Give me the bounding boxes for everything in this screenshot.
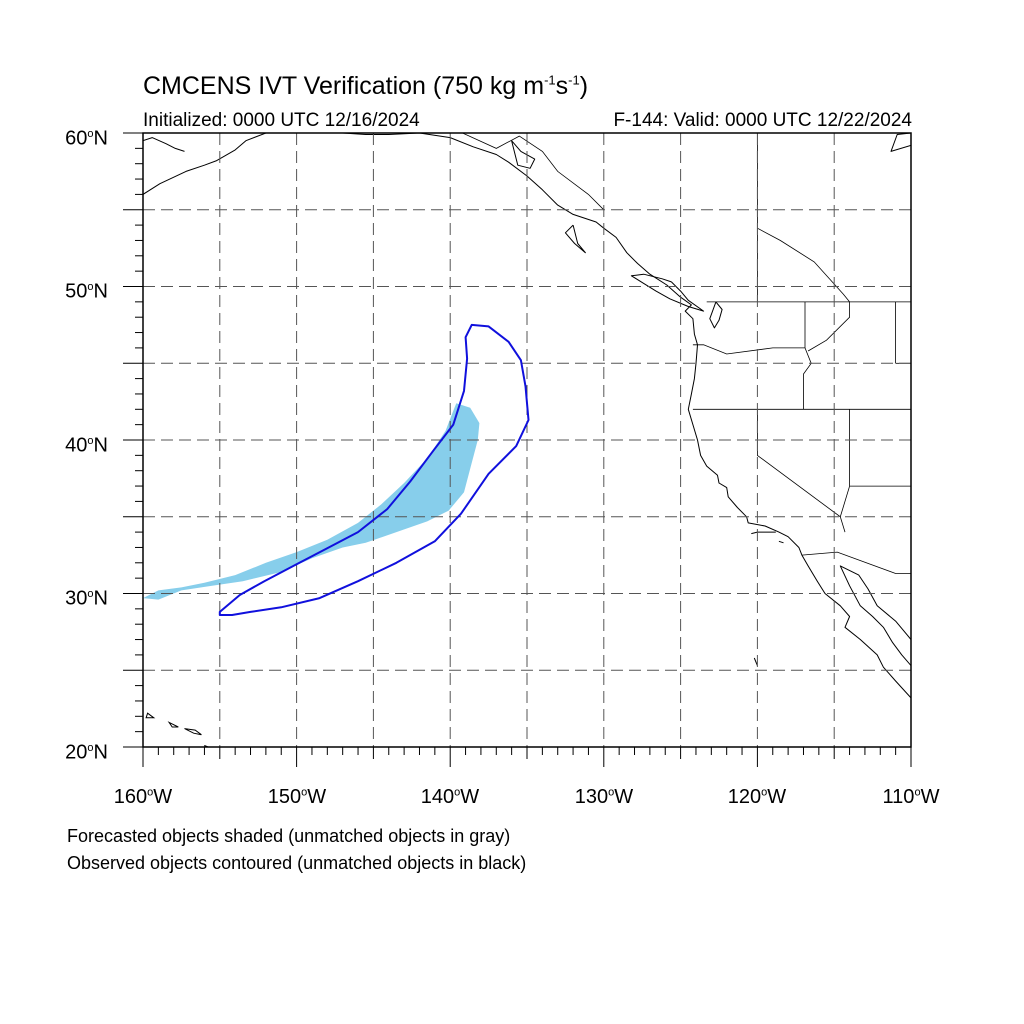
coastline <box>143 137 185 152</box>
political-border <box>757 227 850 303</box>
coastline <box>709 301 723 329</box>
lon-label-130w: 130oW <box>574 786 634 808</box>
chart-title: CMCENS IVT Verification (750 kg m-1s-1) <box>143 72 589 100</box>
lat-label-40n: 40oN <box>65 434 108 457</box>
coastline <box>564 224 586 254</box>
observed-object-contour <box>218 323 530 616</box>
coastline <box>511 140 536 169</box>
gridlines <box>143 133 911 747</box>
lon-label-150w: 150oW <box>267 786 327 808</box>
political-border <box>807 301 850 352</box>
political-border <box>801 551 911 574</box>
lat-label-20n: 20oN <box>65 741 108 764</box>
political-border <box>839 409 850 517</box>
legend-forecast-text: Forecasted objects shaded (unmatched obj… <box>67 826 511 846</box>
coastline <box>839 565 911 666</box>
lat-label-30n: 30oN <box>65 587 108 610</box>
lon-label-120w: 120oW <box>727 786 787 808</box>
coastline <box>890 133 911 152</box>
lat-label-50n: 50oN <box>65 280 108 303</box>
forecast-object-shading <box>143 403 480 600</box>
init-time-label: Initialized: 0000 UTC 12/16/2024 <box>143 110 420 131</box>
political-border <box>803 347 812 410</box>
forecast-layer <box>143 403 480 600</box>
coastline <box>751 531 776 535</box>
political-border <box>434 133 605 211</box>
geography-layer <box>143 133 911 747</box>
plot-frame <box>142 132 912 748</box>
coastline <box>143 133 267 195</box>
political-border <box>692 301 806 355</box>
island-outline <box>167 721 179 728</box>
lon-label-140w: 140oW <box>420 786 480 808</box>
observed-layer <box>218 323 530 616</box>
lon-label-160w: 160oW <box>113 786 173 808</box>
axis-ticks <box>123 132 912 767</box>
coastline <box>778 540 784 544</box>
coastline <box>342 133 911 699</box>
coastline <box>630 273 705 312</box>
legend-observed-text: Observed objects contoured (unmatched ob… <box>67 853 527 873</box>
island-outline <box>184 728 202 736</box>
lat-label-60n: 60oN <box>65 127 108 150</box>
lon-label-110w: 110oW <box>882 786 940 808</box>
political-border <box>757 409 846 533</box>
island-outline <box>145 712 156 719</box>
valid-time-label: F-144: Valid: 0000 UTC 12/22/2024 <box>613 110 912 131</box>
